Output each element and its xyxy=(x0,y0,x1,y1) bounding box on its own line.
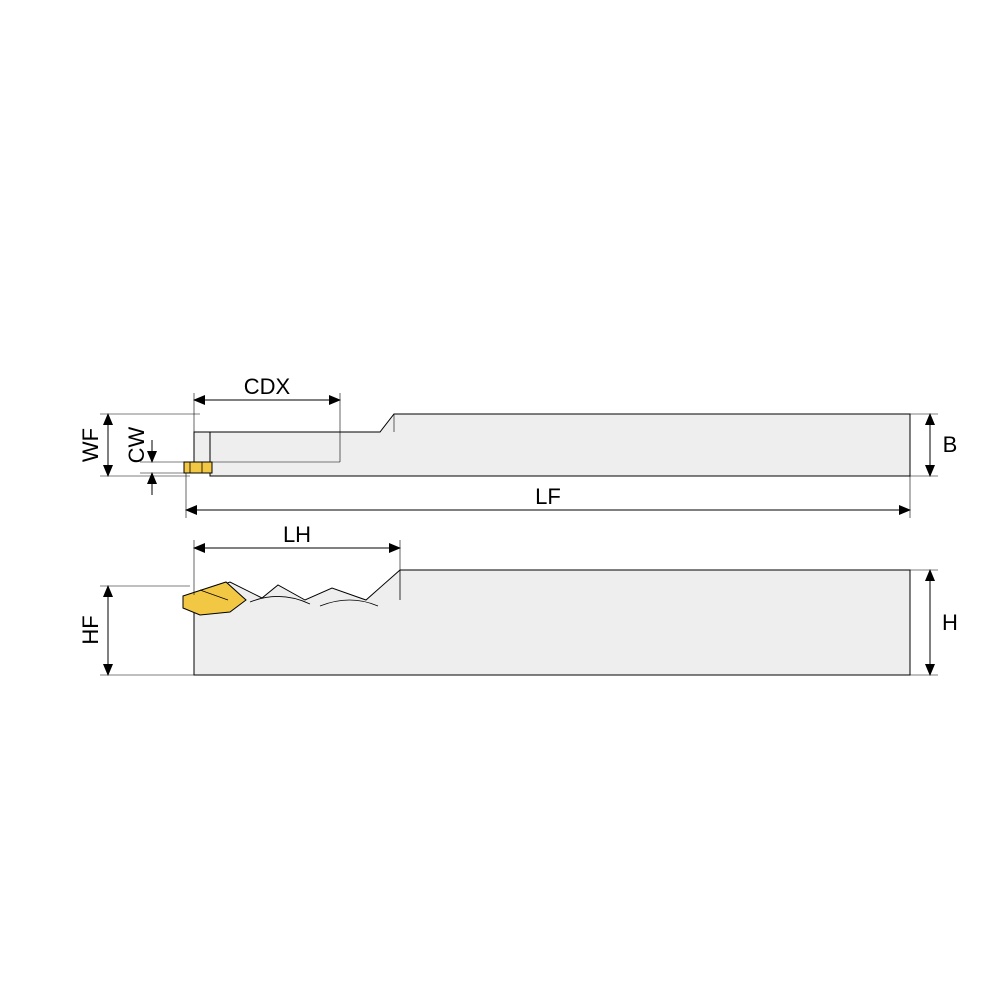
label-lf: LF xyxy=(535,484,561,509)
insert-top-icon xyxy=(184,462,212,473)
label-wf: WF xyxy=(78,428,103,462)
top-view-body xyxy=(194,414,910,476)
technical-drawing: WF CW CDX B LF LH HF H xyxy=(0,0,1000,1000)
label-lh: LH xyxy=(283,522,311,547)
label-hf: HF xyxy=(78,615,103,644)
label-cw: CW xyxy=(124,426,149,463)
side-view-body xyxy=(194,570,910,675)
label-b: B xyxy=(943,432,958,457)
label-cdx: CDX xyxy=(244,374,291,399)
label-h: H xyxy=(942,610,958,635)
